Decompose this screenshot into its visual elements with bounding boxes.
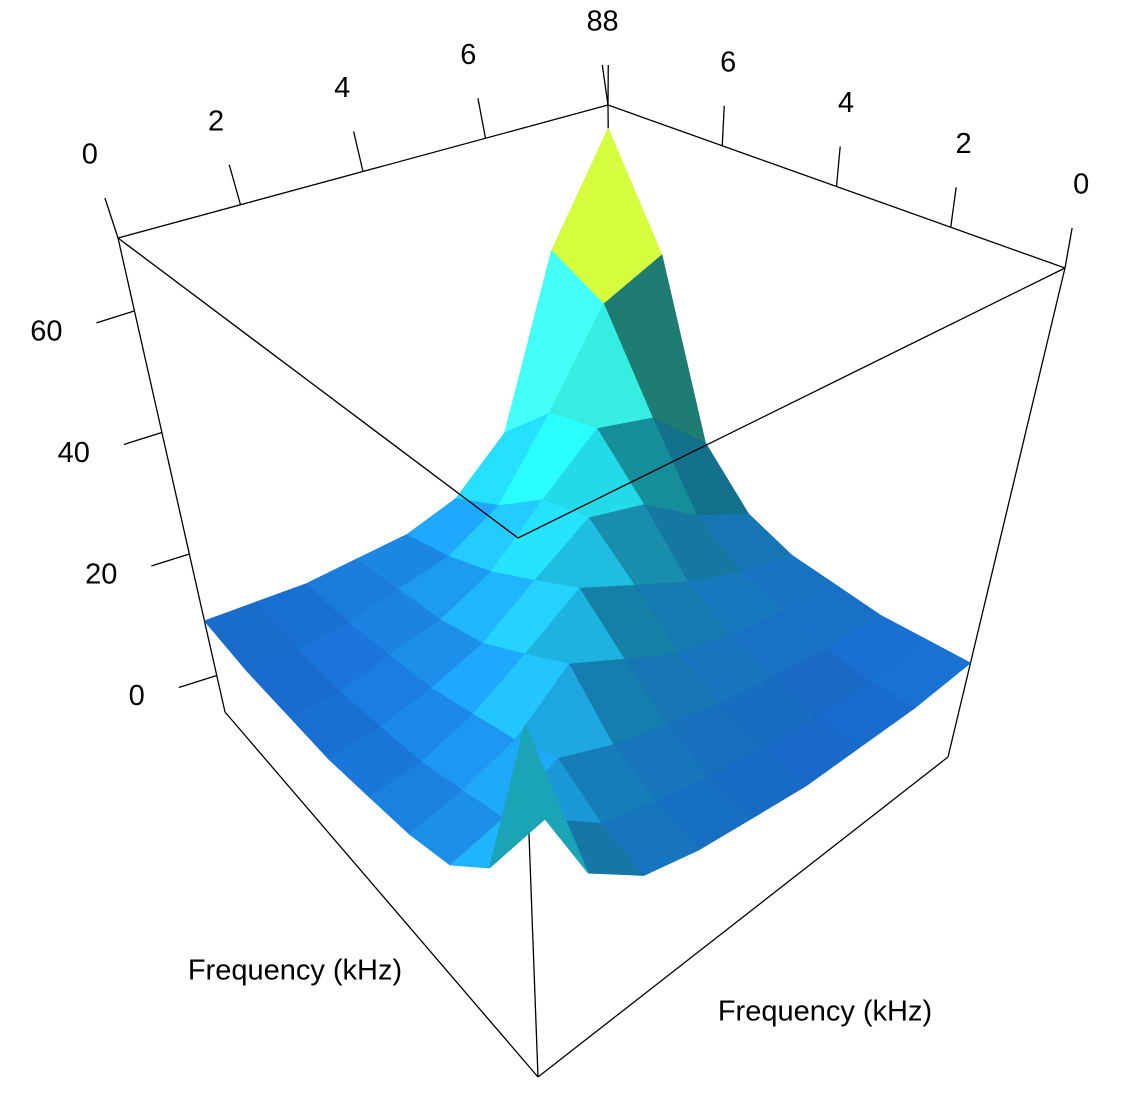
z-tick bbox=[151, 553, 190, 567]
box-edge bbox=[537, 756, 949, 1078]
box-edge bbox=[947, 267, 1066, 758]
x-tick-label: 4 bbox=[334, 72, 350, 104]
y-tick-label: 0 bbox=[1073, 169, 1089, 201]
x-tick-label: 8 bbox=[586, 6, 602, 38]
y-tick bbox=[835, 146, 841, 187]
z-tick-label: 40 bbox=[58, 437, 90, 469]
y-tick-label: 8 bbox=[602, 6, 618, 38]
x-tick bbox=[477, 98, 487, 139]
box-edge bbox=[117, 237, 519, 539]
y-tick bbox=[721, 105, 725, 146]
z-tick bbox=[178, 674, 217, 689]
x-tick bbox=[104, 197, 119, 239]
y-tick bbox=[950, 187, 957, 228]
y-tick-label: 6 bbox=[720, 46, 736, 78]
z-tick-label: 0 bbox=[129, 680, 145, 712]
x-axis-label: Frequency (kHz) bbox=[188, 955, 402, 987]
box-front bbox=[117, 237, 1066, 539]
y-tick bbox=[1064, 227, 1073, 269]
x-tick-label: 0 bbox=[82, 139, 98, 171]
x-tick bbox=[601, 64, 609, 106]
y-tick-label: 4 bbox=[838, 87, 854, 119]
box-edge bbox=[517, 267, 1066, 539]
z-tick bbox=[123, 431, 163, 446]
x-tick bbox=[352, 131, 364, 172]
x-tick-label: 2 bbox=[208, 105, 224, 137]
surface-cell bbox=[488, 724, 589, 874]
x-tick-label: 6 bbox=[460, 39, 476, 71]
z-tick bbox=[96, 310, 135, 324]
z-tick-label: 60 bbox=[30, 316, 62, 348]
y-tick-label: 2 bbox=[956, 128, 972, 160]
z-tick-label: 20 bbox=[85, 559, 117, 591]
surface bbox=[204, 127, 971, 876]
y-axis-label: Frequency (kHz) bbox=[718, 996, 932, 1028]
x-tick bbox=[228, 164, 242, 205]
box-edge bbox=[224, 711, 539, 1078]
box-edge bbox=[117, 237, 226, 713]
